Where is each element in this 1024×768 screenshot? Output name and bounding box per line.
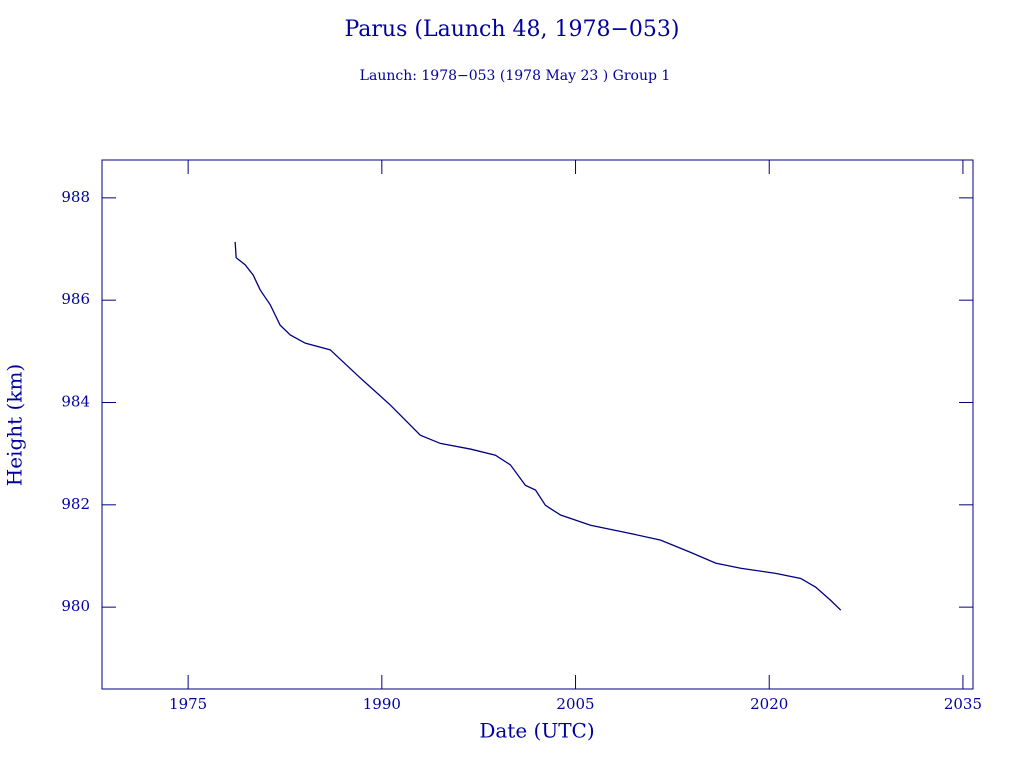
chart-subtitle: Launch: 1978−053 (1978 May 23 ) Group 1 (360, 68, 671, 84)
data-line (234, 241, 842, 611)
plot-frame (101, 159, 974, 690)
chart-title: Parus (Launch 48, 1978−053) (344, 17, 679, 42)
x-tick-label: 2005 (556, 695, 594, 713)
x-axis-title: Date (UTC) (479, 719, 594, 743)
y-tick-label: 986 (61, 290, 90, 308)
x-tick-label: 2035 (944, 695, 982, 713)
y-tick-label: 984 (61, 393, 90, 411)
x-tick-label: 1990 (363, 695, 401, 713)
y-tick-label: 988 (61, 188, 90, 206)
x-tick-label: 1975 (169, 695, 207, 713)
y-tick-label: 980 (61, 597, 90, 615)
y-axis-title: Height (km) (3, 364, 27, 486)
x-tick-label: 2020 (750, 695, 788, 713)
y-tick-label: 982 (61, 495, 90, 513)
